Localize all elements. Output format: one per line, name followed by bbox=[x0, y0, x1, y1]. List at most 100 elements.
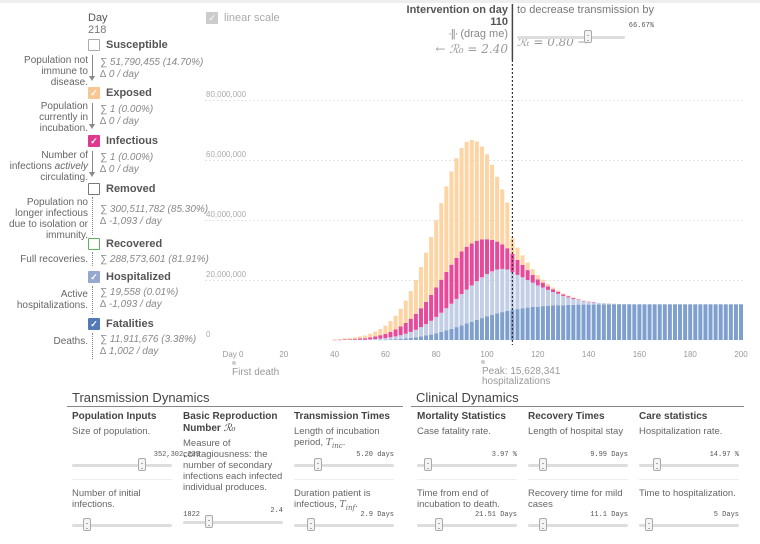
mortality-header: Mortality Statistics bbox=[417, 411, 506, 422]
clinical-title: Clinical Dynamics bbox=[416, 390, 519, 405]
infectious-duration-slider[interactable] bbox=[294, 518, 394, 532]
cfr-slider[interactable] bbox=[417, 458, 517, 472]
checkbox-susceptible[interactable] bbox=[88, 39, 100, 51]
slider-track[interactable] bbox=[639, 524, 739, 527]
slider-track[interactable] bbox=[528, 524, 628, 527]
slider-thumb[interactable] bbox=[83, 518, 92, 531]
flow-arrow-icon bbox=[89, 76, 95, 81]
toggle-susceptible[interactable]: Susceptible bbox=[88, 39, 168, 51]
removed-desc: Population no longer infectious due to i… bbox=[9, 197, 88, 241]
transmission-title: Transmission Dynamics bbox=[72, 390, 210, 405]
r0-slider[interactable] bbox=[183, 515, 283, 529]
toggle-fatalities[interactable]: ✓ Fatalities bbox=[88, 318, 154, 330]
bar-exposed bbox=[398, 308, 403, 327]
slider-thumb[interactable] bbox=[539, 458, 548, 471]
bar-fatalities bbox=[728, 304, 733, 340]
x-tick-label: Day 0 bbox=[223, 350, 244, 359]
bar-infectious bbox=[398, 326, 403, 336]
x-tick-label: 100 bbox=[480, 350, 494, 359]
slider-thumb[interactable] bbox=[435, 518, 444, 531]
slider-thumb[interactable] bbox=[205, 515, 214, 528]
r0-header-text: Basic Reproduction Number bbox=[183, 411, 278, 434]
checkbox-exposed[interactable]: ✓ bbox=[88, 87, 100, 99]
checkbox-infectious[interactable]: ✓ bbox=[88, 135, 100, 147]
first-death-annotation: First death bbox=[232, 367, 280, 378]
bar-hospitalized bbox=[434, 316, 439, 334]
bar-hospitalized bbox=[352, 339, 357, 341]
hospitalization-rate-slider[interactable] bbox=[639, 458, 739, 472]
drag-handle-icon[interactable]: ·||· bbox=[448, 28, 458, 40]
mild-recovery-slider[interactable] bbox=[528, 518, 628, 532]
drag-hint[interactable]: ·||· (drag me) bbox=[380, 28, 508, 40]
hospitalization-time-slider[interactable] bbox=[639, 518, 739, 532]
hospital-stay-label: Length of hospital stay bbox=[528, 426, 624, 437]
slider-track[interactable] bbox=[294, 464, 394, 467]
bar-hospitalized bbox=[368, 339, 373, 340]
checkbox-removed[interactable] bbox=[88, 183, 100, 195]
bar-hospitalized bbox=[378, 338, 383, 340]
bar-fatalities bbox=[551, 305, 556, 340]
intervention-control[interactable]: Intervention on day 110 ·||· (drag me) ←… bbox=[380, 4, 508, 56]
slider-thumb[interactable] bbox=[644, 518, 653, 531]
toggle-hospitalized[interactable]: ✓ Hospitalized bbox=[88, 271, 171, 283]
checkbox-recovered[interactable] bbox=[88, 238, 100, 250]
death-time-slider[interactable] bbox=[417, 518, 517, 532]
decrease-slider[interactable] bbox=[517, 30, 625, 44]
bar-fatalities bbox=[678, 304, 683, 340]
slider-track[interactable] bbox=[417, 524, 517, 527]
infectious-sum: ∑ 1 (0.00%) bbox=[100, 152, 154, 163]
linear-scale-checkbox[interactable]: ✓ bbox=[206, 12, 218, 24]
slider-track[interactable] bbox=[294, 524, 394, 527]
transmission-decrease-control: to decrease transmission by ℛₜ = 0.80 → bbox=[517, 4, 657, 48]
slider-thumb[interactable] bbox=[652, 458, 661, 471]
slider-thumb[interactable] bbox=[314, 458, 323, 471]
bar-hospitalized bbox=[495, 269, 500, 314]
hospitalization-rate-label: Hospitalization rate. bbox=[639, 426, 723, 437]
slider-thumb[interactable] bbox=[306, 518, 315, 531]
r0-section: Basic Reproduction Number ℛ₀ Measure of … bbox=[183, 411, 288, 493]
bar-infectious bbox=[424, 301, 429, 325]
slider-track[interactable] bbox=[528, 464, 628, 467]
bar-hospitalized bbox=[545, 289, 550, 306]
bar-hospitalized bbox=[373, 339, 378, 340]
slider-thumb[interactable] bbox=[539, 518, 548, 531]
bar-exposed bbox=[545, 283, 550, 287]
linear-scale-toggle[interactable]: ✓ linear scale bbox=[206, 12, 280, 24]
slider-thumb[interactable] bbox=[424, 458, 433, 471]
toggle-recovered[interactable]: Recovered bbox=[88, 238, 162, 250]
bar-infectious bbox=[363, 338, 368, 340]
bar-fatalities bbox=[672, 304, 677, 340]
initial-infections-slider[interactable] bbox=[72, 518, 172, 532]
toggle-removed[interactable]: Removed bbox=[88, 183, 156, 195]
first-death-marker bbox=[232, 361, 236, 365]
checkbox-fatalities[interactable]: ✓ bbox=[88, 318, 100, 330]
flow-arrow-icon bbox=[89, 124, 95, 129]
slider-track[interactable] bbox=[517, 36, 625, 39]
incubation-slider[interactable] bbox=[294, 458, 394, 472]
bar-infectious bbox=[444, 271, 449, 309]
slider-track[interactable] bbox=[183, 521, 283, 524]
hospitalization-time-label: Time to hospitalization. bbox=[639, 488, 736, 499]
flow-dotted-line bbox=[92, 286, 93, 314]
checkbox-hospitalized[interactable]: ✓ bbox=[88, 271, 100, 283]
bar-fatalities bbox=[378, 339, 383, 341]
bar-hospitalized bbox=[490, 271, 495, 315]
top-border bbox=[0, 0, 760, 3]
slider-thumb[interactable] bbox=[583, 30, 592, 43]
hospital-stay-slider[interactable] bbox=[528, 458, 628, 472]
bar-infectious bbox=[505, 248, 510, 270]
slider-track[interactable] bbox=[417, 464, 517, 467]
population-size-slider[interactable] bbox=[72, 458, 172, 472]
toggle-exposed[interactable]: ✓ Exposed bbox=[88, 87, 152, 99]
toggle-infectious[interactable]: ✓ Infectious bbox=[88, 135, 158, 147]
slider-thumb[interactable] bbox=[138, 458, 147, 471]
bar-fatalities bbox=[413, 337, 418, 340]
slider-track[interactable] bbox=[72, 464, 172, 467]
bar-hospitalized bbox=[566, 297, 571, 305]
bar-hospitalized bbox=[403, 333, 408, 339]
bar-fatalities bbox=[708, 304, 713, 340]
bar-hospitalized bbox=[622, 304, 627, 305]
bar-fatalities bbox=[449, 328, 454, 340]
slider-track[interactable] bbox=[639, 464, 739, 467]
slider-track[interactable] bbox=[72, 524, 172, 527]
